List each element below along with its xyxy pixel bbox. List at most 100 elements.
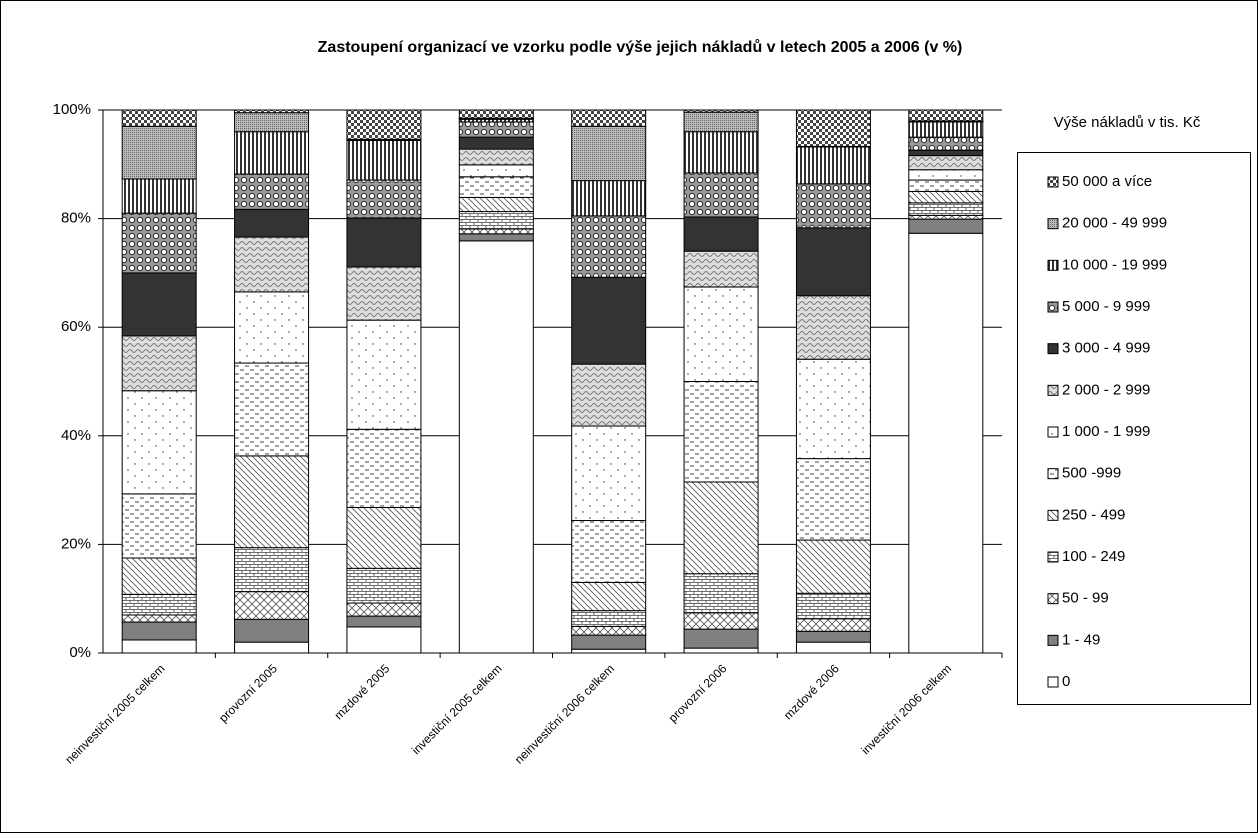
- legend-swatch: [1047, 509, 1059, 521]
- bar-segment: [908, 202, 984, 216]
- legend-label: 50 - 99: [1062, 590, 1109, 607]
- legend-swatch: [1047, 259, 1059, 271]
- bar-segment: [683, 172, 759, 218]
- bar-segment: [121, 639, 197, 654]
- bar-segment: [234, 291, 310, 364]
- bar-segment: [458, 228, 534, 235]
- legend-label: 0: [1062, 673, 1070, 690]
- bar-segment: [795, 109, 871, 147]
- legend-label: 20 000 - 49 999: [1062, 215, 1167, 232]
- bar-segment: [346, 109, 422, 140]
- legend-swatch: [1047, 551, 1059, 563]
- bar-segment: [234, 109, 310, 114]
- legend-swatch: [1047, 593, 1059, 605]
- y-tick-label: 60%: [61, 318, 91, 335]
- bar-segment: [795, 592, 871, 620]
- bar-segment: [795, 358, 871, 460]
- bar-segment: [121, 390, 197, 495]
- bar-segment: [121, 593, 197, 616]
- bar-segment: [795, 146, 871, 185]
- bar-segment: [346, 319, 422, 430]
- bar-segment: [571, 634, 647, 650]
- legend-swatch: [1047, 301, 1059, 313]
- bar-segment: [234, 362, 310, 457]
- bar-segment: [234, 131, 310, 175]
- bar-segment: [458, 240, 534, 654]
- legend-label: 500 -999: [1062, 465, 1121, 482]
- bar-segment: [571, 125, 647, 182]
- y-tick-label: 20%: [61, 535, 91, 552]
- legend-label: 10 000 - 19 999: [1062, 256, 1167, 273]
- y-tick-label: 40%: [61, 427, 91, 444]
- bar-segment: [908, 214, 984, 220]
- bar-segment: [683, 109, 759, 113]
- bar-segment: [908, 190, 984, 204]
- bar-segment: [234, 547, 310, 593]
- bar-segment: [683, 573, 759, 614]
- bar-segment: [121, 212, 197, 274]
- bar-segment: [795, 458, 871, 541]
- bar-segment: [908, 179, 984, 192]
- bar-segment: [683, 647, 759, 654]
- bar-segment: [908, 155, 984, 171]
- bar-segment: [908, 121, 984, 138]
- bar-segment: [234, 618, 310, 643]
- bar-segment: [346, 602, 422, 617]
- legend-label: 50 000 a více: [1062, 173, 1152, 190]
- bar-segment: [234, 112, 310, 133]
- bar-segment: [346, 179, 422, 219]
- bar-segment: [346, 506, 422, 569]
- bar-segment: [908, 232, 984, 654]
- legend-swatch: [1047, 468, 1059, 480]
- bar-segment: [683, 381, 759, 483]
- bar-segment: [683, 111, 759, 133]
- bar-segment: [795, 227, 871, 297]
- legend-label: 5 000 - 9 999: [1062, 298, 1150, 315]
- bar-segment: [346, 139, 422, 181]
- bar-segment: [121, 125, 197, 180]
- bar-segment: [683, 286, 759, 383]
- bar-segment: [121, 557, 197, 595]
- bar-segment: [571, 363, 647, 427]
- bar-segment: [458, 109, 534, 119]
- legend-swatch: [1047, 426, 1059, 438]
- bar-segment: [683, 628, 759, 649]
- bar-segment: [458, 196, 534, 213]
- bar-segment: [234, 208, 310, 238]
- bar-segment: [683, 250, 759, 288]
- bar-segment: [121, 335, 197, 392]
- bar-segment: [346, 567, 422, 604]
- legend-swatch: [1047, 676, 1059, 688]
- bar-segment: [458, 136, 534, 150]
- bar-segment: [458, 148, 534, 166]
- legend-swatch: [1047, 343, 1059, 355]
- bar-segment: [121, 178, 197, 214]
- bar-segment: [571, 581, 647, 612]
- bar-segment: [458, 176, 534, 198]
- bar-segment: [683, 612, 759, 630]
- legend-swatch: [1047, 218, 1059, 230]
- bar-segment: [683, 216, 759, 252]
- bar-segment: [458, 211, 534, 230]
- legend-title: Výše nákladů v tis. Kč: [1054, 114, 1201, 131]
- bar-segment: [234, 455, 310, 549]
- legend-label: 2 000 - 2 999: [1062, 381, 1150, 398]
- bar-segment: [571, 215, 647, 278]
- bar-segment: [571, 180, 647, 217]
- bar-segment: [458, 121, 534, 138]
- bar-segment: [234, 236, 310, 293]
- bar-segment: [571, 276, 647, 365]
- y-tick-label: 100%: [53, 101, 91, 118]
- bar-segment: [571, 625, 647, 636]
- bar-segment: [795, 630, 871, 643]
- bar-segment: [795, 183, 871, 229]
- bar-segment: [571, 520, 647, 583]
- bar-segment: [683, 131, 759, 174]
- bar-segment: [234, 591, 310, 620]
- bar-segment: [571, 109, 647, 127]
- bar-segment: [458, 164, 534, 178]
- bar-segment: [908, 169, 984, 181]
- legend-label: 1 000 - 1 999: [1062, 423, 1150, 440]
- y-tick-label: 0%: [69, 644, 91, 661]
